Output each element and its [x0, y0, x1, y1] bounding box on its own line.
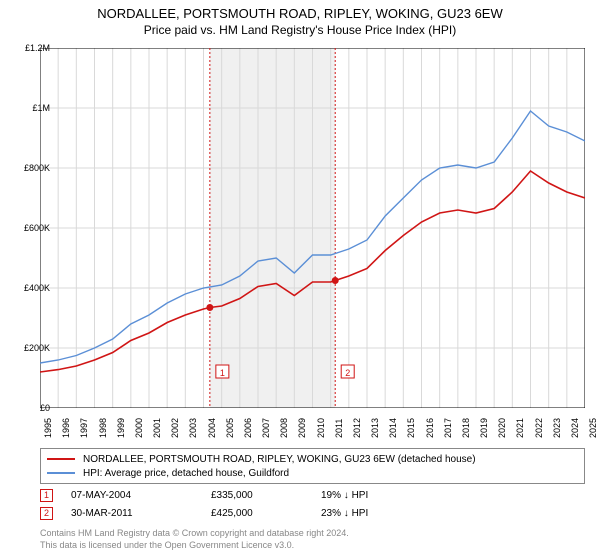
footer-line1: Contains HM Land Registry data © Crown c…	[40, 528, 349, 540]
x-tick-label: 2010	[316, 418, 326, 438]
tx-date: 07-MAY-2004	[71, 490, 211, 501]
legend-label: HPI: Average price, detached house, Guil…	[83, 468, 289, 479]
x-tick-label: 2006	[243, 418, 253, 438]
y-tick-label: £800K	[10, 163, 50, 173]
x-tick-label: 2015	[406, 418, 416, 438]
y-tick-label: £400K	[10, 283, 50, 293]
transaction-row: 2 30-MAR-2011 £425,000 23% ↓ HPI	[40, 504, 585, 522]
tx-marker-1: 1	[40, 489, 53, 502]
transaction-table: 1 07-MAY-2004 £335,000 19% ↓ HPI 2 30-MA…	[40, 486, 585, 522]
y-tick-label: £1M	[10, 103, 50, 113]
legend-row: HPI: Average price, detached house, Guil…	[47, 466, 578, 480]
x-tick-label: 2001	[152, 418, 162, 438]
x-tick-label: 2019	[479, 418, 489, 438]
chart-container: NORDALLEE, PORTSMOUTH ROAD, RIPLEY, WOKI…	[0, 0, 600, 560]
y-tick-label: £1.2M	[10, 43, 50, 53]
svg-text:1: 1	[220, 368, 225, 378]
x-tick-label: 2002	[170, 418, 180, 438]
legend-swatch-red	[47, 458, 75, 460]
tx-delta: 19% ↓ HPI	[321, 490, 421, 501]
x-tick-label: 1999	[116, 418, 126, 438]
x-tick-label: 2023	[552, 418, 562, 438]
chart-area: 12	[40, 48, 585, 408]
x-tick-label: 1995	[43, 418, 53, 438]
x-tick-label: 2012	[352, 418, 362, 438]
x-tick-label: 2009	[297, 418, 307, 438]
x-tick-label: 2013	[370, 418, 380, 438]
tx-date: 30-MAR-2011	[71, 508, 211, 519]
x-tick-label: 2024	[570, 418, 580, 438]
x-tick-label: 2017	[443, 418, 453, 438]
y-tick-label: £200K	[10, 343, 50, 353]
title-block: NORDALLEE, PORTSMOUTH ROAD, RIPLEY, WOKI…	[0, 0, 600, 37]
line-chart-svg: 12	[40, 48, 585, 408]
x-tick-label: 2008	[279, 418, 289, 438]
legend-row: NORDALLEE, PORTSMOUTH ROAD, RIPLEY, WOKI…	[47, 452, 578, 466]
footer-attribution: Contains HM Land Registry data © Crown c…	[40, 528, 349, 551]
x-axis-labels: 1995 1996 1997 1998 1999 2000 2001 2002 2003 2004…	[40, 408, 585, 448]
y-tick-label: £600K	[10, 223, 50, 233]
legend-box: NORDALLEE, PORTSMOUTH ROAD, RIPLEY, WOKI…	[40, 448, 585, 484]
x-tick-label: 2000	[134, 418, 144, 438]
x-tick-label: 1998	[98, 418, 108, 438]
x-tick-label: 2014	[388, 418, 398, 438]
tx-price: £335,000	[211, 490, 321, 501]
x-tick-label: 1996	[61, 418, 71, 438]
x-tick-label: 2020	[497, 418, 507, 438]
x-tick-label: 2007	[261, 418, 271, 438]
x-tick-label: 1997	[79, 418, 89, 438]
x-tick-label: 2011	[334, 419, 344, 438]
x-tick-label: 2025	[588, 418, 598, 438]
legend-swatch-blue	[47, 472, 75, 474]
tx-delta: 23% ↓ HPI	[321, 508, 421, 519]
legend-label: NORDALLEE, PORTSMOUTH ROAD, RIPLEY, WOKI…	[83, 454, 476, 465]
x-tick-label: 2022	[534, 418, 544, 438]
x-tick-label: 2016	[425, 418, 435, 438]
tx-price: £425,000	[211, 508, 321, 519]
x-tick-label: 2021	[515, 418, 525, 438]
chart-title-line2: Price paid vs. HM Land Registry's House …	[0, 23, 600, 37]
x-tick-label: 2018	[461, 418, 471, 438]
svg-text:2: 2	[345, 368, 350, 378]
x-tick-label: 2003	[188, 418, 198, 438]
chart-title-line1: NORDALLEE, PORTSMOUTH ROAD, RIPLEY, WOKI…	[0, 6, 600, 21]
x-tick-label: 2004	[207, 418, 217, 438]
transaction-row: 1 07-MAY-2004 £335,000 19% ↓ HPI	[40, 486, 585, 504]
x-tick-label: 2005	[225, 418, 235, 438]
footer-line2: This data is licensed under the Open Gov…	[40, 540, 349, 552]
tx-marker-2: 2	[40, 507, 53, 520]
